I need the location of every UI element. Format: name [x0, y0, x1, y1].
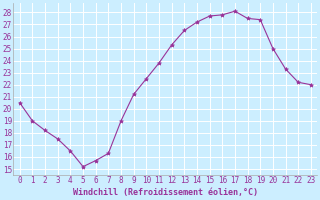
- X-axis label: Windchill (Refroidissement éolien,°C): Windchill (Refroidissement éolien,°C): [73, 188, 258, 197]
